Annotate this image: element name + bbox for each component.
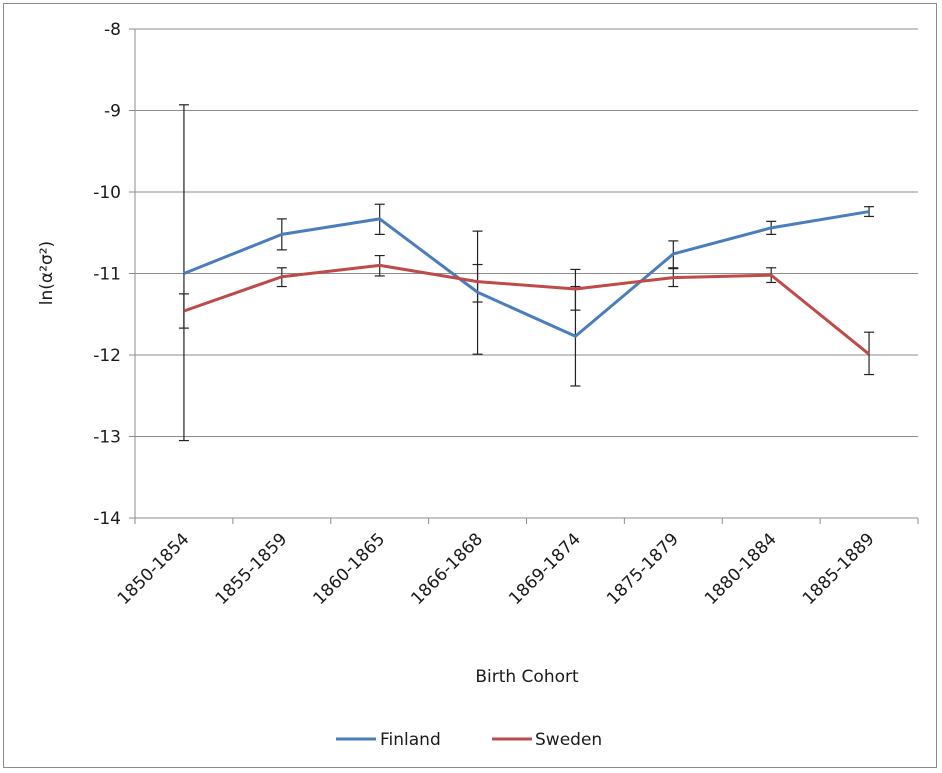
series-line-finland — [183, 210, 870, 338]
y-tick-label: -12 — [93, 346, 121, 366]
x-tick-label: 1866-1868 — [407, 529, 487, 609]
y-axis-title: ln(α²σ²) — [37, 241, 57, 305]
chart-frame — [3, 3, 937, 768]
y-tick-label: -10 — [93, 183, 121, 203]
y-tick-label: -14 — [93, 509, 121, 529]
x-tick-label: 1850-1854 — [114, 529, 194, 609]
y-tick-label: -9 — [104, 102, 121, 122]
x-tick-label: 1880-1884 — [701, 529, 781, 609]
y-tick-label: -11 — [93, 265, 121, 285]
x-tick-label: 1860-1865 — [310, 529, 390, 609]
gridlines — [135, 28, 918, 519]
x-axis-title: Birth Cohort — [475, 667, 579, 687]
y-tick-label: -8 — [104, 20, 121, 40]
x-tick-label: 1869-1874 — [505, 529, 585, 609]
y-tick-label: -13 — [93, 428, 121, 448]
series-line-sweden — [183, 263, 871, 356]
x-tick-label: 1875-1879 — [603, 529, 683, 609]
axes — [129, 28, 919, 524]
x-tick-labels: 1850-1854 1855-1859 1860-1865 1866-1868 1869… — [114, 529, 879, 609]
legend: Finland Sweden — [336, 730, 602, 750]
error-bars — [178, 104, 875, 442]
y-tick-labels: -8 -9 -10 -11 -12 -13 -14 — [93, 20, 121, 529]
x-tick-label: 1885-1889 — [799, 529, 879, 609]
x-tick-label: 1855-1859 — [212, 529, 292, 609]
legend-label-finland: Finland — [380, 730, 441, 750]
legend-label-sweden: Sweden — [535, 730, 602, 750]
series-lines — [183, 210, 871, 356]
